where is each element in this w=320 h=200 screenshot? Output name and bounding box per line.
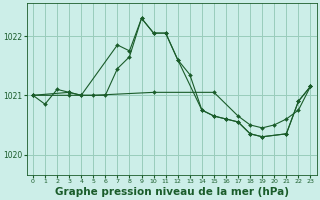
X-axis label: Graphe pression niveau de la mer (hPa): Graphe pression niveau de la mer (hPa) bbox=[55, 187, 289, 197]
